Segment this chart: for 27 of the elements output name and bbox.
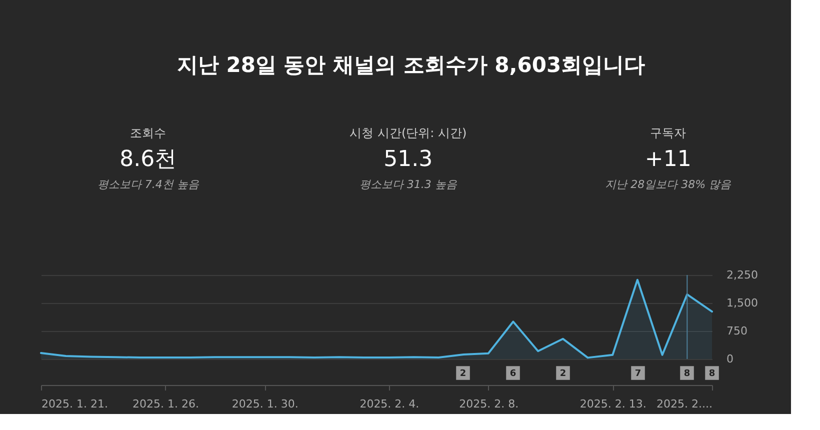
text: 51.3 <box>384 147 433 172</box>
x-tick-label: 2025. 2. 8. <box>459 398 519 410</box>
text: 2 <box>560 369 566 379</box>
x-tick-label: 2025. 1. 21. <box>42 398 108 410</box>
x-tick-label: 2025. 2.... <box>656 398 712 410</box>
y-tick-label: 2,250 <box>726 268 758 282</box>
x-tick-label: 2025. 2. 13. <box>580 398 646 410</box>
text: 8 <box>684 369 690 379</box>
text: 지난 28일 동안 채널의 조회수가 8,603회입니다 <box>176 53 646 77</box>
text: 구독자 <box>650 126 686 140</box>
text: 8 <box>708 369 716 379</box>
text: 평소보다 31.3 높음 <box>359 178 458 191</box>
text: 평소보다 7.4천 높음 <box>97 178 200 191</box>
text: 시청 시간(단위: 시간) <box>350 126 467 140</box>
text: 8.6천 <box>120 147 177 172</box>
y-tick-label: 750 <box>726 324 748 338</box>
y-tick-label: 0 <box>726 352 734 366</box>
x-tick-label: 2025. 1. 26. <box>132 398 199 410</box>
text: +11 <box>644 147 692 172</box>
y-tick-label: 1,500 <box>726 296 758 310</box>
x-tick-label: 2025. 1. 30. <box>232 398 298 410</box>
text: 6 <box>510 369 516 379</box>
text: 지난 28일보다 38% 많음 <box>605 178 732 191</box>
text: 7 <box>634 369 642 379</box>
x-tick-label: 2025. 2. 4. <box>360 398 420 410</box>
text: 2 <box>460 369 466 379</box>
text: 조회수 <box>130 126 166 140</box>
